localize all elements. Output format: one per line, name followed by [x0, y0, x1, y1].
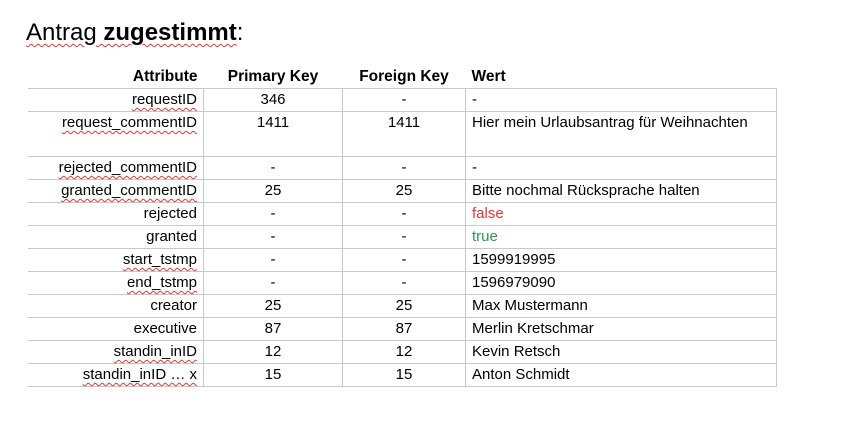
- table-row: standin_inID 12 12 Kevin Retsch: [28, 340, 777, 364]
- table-row: standin_inID … x 15 15 Anton Schmidt: [28, 363, 777, 387]
- foreign-key-cell: 12: [342, 340, 466, 364]
- value-cell: 1599919995: [465, 248, 777, 272]
- primary-key-cell: -: [203, 248, 343, 272]
- primary-key-cell: 12: [203, 340, 343, 364]
- header-value: Wert: [471, 67, 506, 85]
- primary-key-cell: 87: [203, 317, 343, 341]
- attribute-cell: standin_inID: [113, 343, 197, 360]
- table-row: rejected_commentID - - -: [28, 156, 777, 180]
- primary-key-cell: -: [203, 225, 343, 249]
- attribute-cell: request_commentID: [61, 114, 197, 131]
- value-cell: 1596979090: [465, 271, 777, 295]
- primary-key-cell: -: [203, 271, 343, 295]
- attribute-cell: creator: [28, 294, 204, 318]
- table-row: granted - - true: [28, 225, 777, 249]
- attribute-cell: standin_inID … x: [82, 366, 197, 383]
- foreign-key-cell: 25: [342, 294, 466, 318]
- document-title: Antrag zugestimmt:: [26, 17, 243, 49]
- primary-key-cell: 25: [203, 179, 343, 203]
- value-cell-true: true: [465, 225, 777, 249]
- value-cell-false: false: [465, 202, 777, 226]
- value-cell: Max Mustermann: [465, 294, 777, 318]
- foreign-key-cell: 1411: [342, 111, 466, 157]
- foreign-key-cell: -: [342, 271, 466, 295]
- table-row: start_tstmp - - 1599919995: [28, 248, 777, 272]
- attribute-cell: rejected_commentID: [58, 159, 197, 176]
- attribute-table: Attribute Primary Key Foreign Key Wert r…: [28, 65, 777, 387]
- primary-key-cell: 1411: [203, 111, 343, 157]
- value-cell: Merlin Kretschmar: [465, 317, 777, 341]
- primary-key-cell: 15: [203, 363, 343, 387]
- primary-key-cell: 25: [203, 294, 343, 318]
- table-row: request_commentID 1411 1411 Hier mein Ur…: [28, 111, 777, 157]
- foreign-key-cell: 15: [342, 363, 466, 387]
- value-cell: Hier mein Urlaubsantrag für Weihnachten: [465, 111, 777, 157]
- foreign-key-cell: -: [342, 88, 466, 112]
- value-cell: Kevin Retsch: [465, 340, 777, 364]
- foreign-key-cell: -: [342, 202, 466, 226]
- table-row: rejected - - false: [28, 202, 777, 226]
- table-row: granted_commentID 25 25 Bitte nochmal Rü…: [28, 179, 777, 203]
- table-row: creator 25 25 Max Mustermann: [28, 294, 777, 318]
- attribute-cell: end_tstmp: [126, 274, 197, 291]
- primary-key-cell: -: [203, 156, 343, 180]
- value-cell: -: [465, 88, 777, 112]
- title-bold: zugestimmt: [103, 19, 237, 46]
- foreign-key-cell: -: [342, 156, 466, 180]
- foreign-key-cell: 87: [342, 317, 466, 341]
- primary-key-cell: 346: [203, 88, 343, 112]
- header-attribute: Attribute: [132, 67, 198, 85]
- foreign-key-cell: -: [342, 248, 466, 272]
- attribute-cell: granted: [28, 225, 204, 249]
- foreign-key-cell: -: [342, 225, 466, 249]
- primary-key-cell: -: [203, 202, 343, 226]
- table-header-row: Attribute Primary Key Foreign Key Wert: [28, 65, 777, 89]
- table-row: executive 87 87 Merlin Kretschmar: [28, 317, 777, 341]
- header-primary-key: Primary Key: [227, 67, 319, 85]
- attribute-cell: requestID: [131, 91, 197, 108]
- value-cell: Bitte nochmal Rücksprache halten: [465, 179, 777, 203]
- foreign-key-cell: 25: [342, 179, 466, 203]
- attribute-cell: executive: [28, 317, 204, 341]
- attribute-cell: granted_commentID: [61, 182, 197, 199]
- title-prefix: Antrag: [26, 19, 104, 46]
- value-cell: -: [465, 156, 777, 180]
- table-row: requestID 346 - -: [28, 88, 777, 112]
- attribute-cell: rejected: [28, 202, 204, 226]
- header-foreign-key: Foreign Key: [359, 67, 449, 85]
- value-cell: Anton Schmidt: [465, 363, 777, 387]
- title-suffix: :: [236, 19, 244, 46]
- table-row: end_tstmp - - 1596979090: [28, 271, 777, 295]
- attribute-cell: start_tstmp: [122, 251, 197, 268]
